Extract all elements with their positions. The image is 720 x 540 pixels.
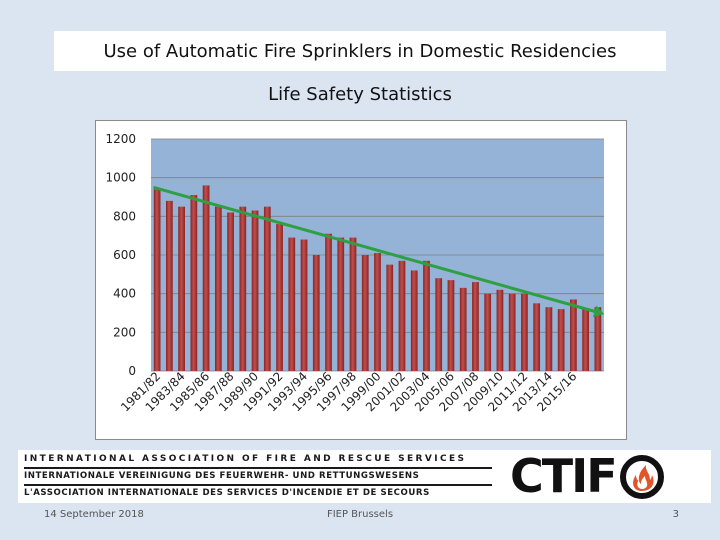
bar	[227, 212, 234, 371]
y-tick-label: 0	[128, 364, 136, 378]
bar	[533, 303, 541, 371]
bar	[423, 260, 430, 371]
bar	[190, 195, 198, 371]
bar	[484, 293, 492, 371]
bar	[459, 287, 467, 371]
ctif-logo: CTIF	[496, 450, 711, 503]
y-tick-label: 600	[113, 248, 136, 262]
trend-arrowhead	[592, 305, 605, 318]
bar	[178, 206, 185, 371]
bar	[410, 270, 418, 371]
footer-date: 14 September 2018	[44, 509, 144, 520]
ctif-logo-text: CTIF	[510, 449, 618, 503]
bar	[521, 293, 528, 371]
org-line-english: INTERNATIONAL ASSOCIATION OF FIRE AND RE…	[24, 454, 467, 464]
bar	[337, 237, 345, 371]
ctif-banner: INTERNATIONAL ASSOCIATION OF FIRE AND RE…	[18, 450, 711, 503]
bar	[202, 185, 210, 371]
bar	[447, 280, 455, 371]
bar	[312, 255, 320, 371]
bar	[288, 237, 296, 371]
footer-event: FIEP Brussels	[326, 509, 394, 520]
org-line-french: L'ASSOCIATION INTERNATIONALE DES SERVICE…	[24, 488, 430, 498]
bar	[153, 189, 161, 371]
bar	[472, 282, 479, 371]
y-tick-label: 400	[113, 287, 136, 301]
y-tick-label: 800	[113, 209, 136, 223]
bar	[594, 307, 602, 371]
bar	[214, 206, 222, 371]
bar	[545, 307, 553, 371]
org-name-block: INTERNATIONAL ASSOCIATION OF FIRE AND RE…	[24, 453, 492, 501]
org-line-german: INTERNATIONALE VEREINIGUNG DES FEUERWEHR…	[24, 471, 420, 481]
y-tick-label: 200	[113, 325, 136, 339]
bar	[239, 206, 247, 371]
slide-title-text: Use of Automatic Fire Sprinklers in Dome…	[103, 40, 617, 62]
y-tick-label: 1000	[105, 171, 136, 185]
bar	[263, 206, 271, 371]
y-tick-label: 1200	[105, 132, 136, 146]
bar-chart: 0 200 400 600 800 1000 1200 1981/82 1983/84 1985/…	[95, 120, 627, 440]
page-number: 3	[672, 509, 679, 520]
bar	[496, 289, 504, 371]
bar	[325, 233, 332, 371]
trend-line	[153, 185, 601, 315]
bar	[398, 260, 406, 371]
bar	[435, 278, 443, 371]
bar	[557, 309, 565, 371]
bar	[361, 255, 369, 371]
org-divider	[24, 484, 492, 486]
slide-subtitle: Life Safety Statistics	[268, 84, 452, 105]
chart-canvas: 0200400600800100012001981/821983/841985/…	[105, 132, 605, 414]
bar	[349, 237, 357, 371]
slide-title: Use of Automatic Fire Sprinklers in Dome…	[54, 31, 666, 71]
org-divider	[24, 467, 492, 469]
bar	[374, 253, 381, 371]
bar	[508, 293, 516, 371]
bar	[165, 200, 173, 371]
bar	[251, 210, 259, 371]
bar	[570, 299, 577, 371]
bar	[276, 224, 283, 371]
bar	[386, 264, 394, 371]
bar	[300, 239, 308, 371]
bar	[582, 309, 590, 371]
flame-icon	[619, 454, 664, 499]
